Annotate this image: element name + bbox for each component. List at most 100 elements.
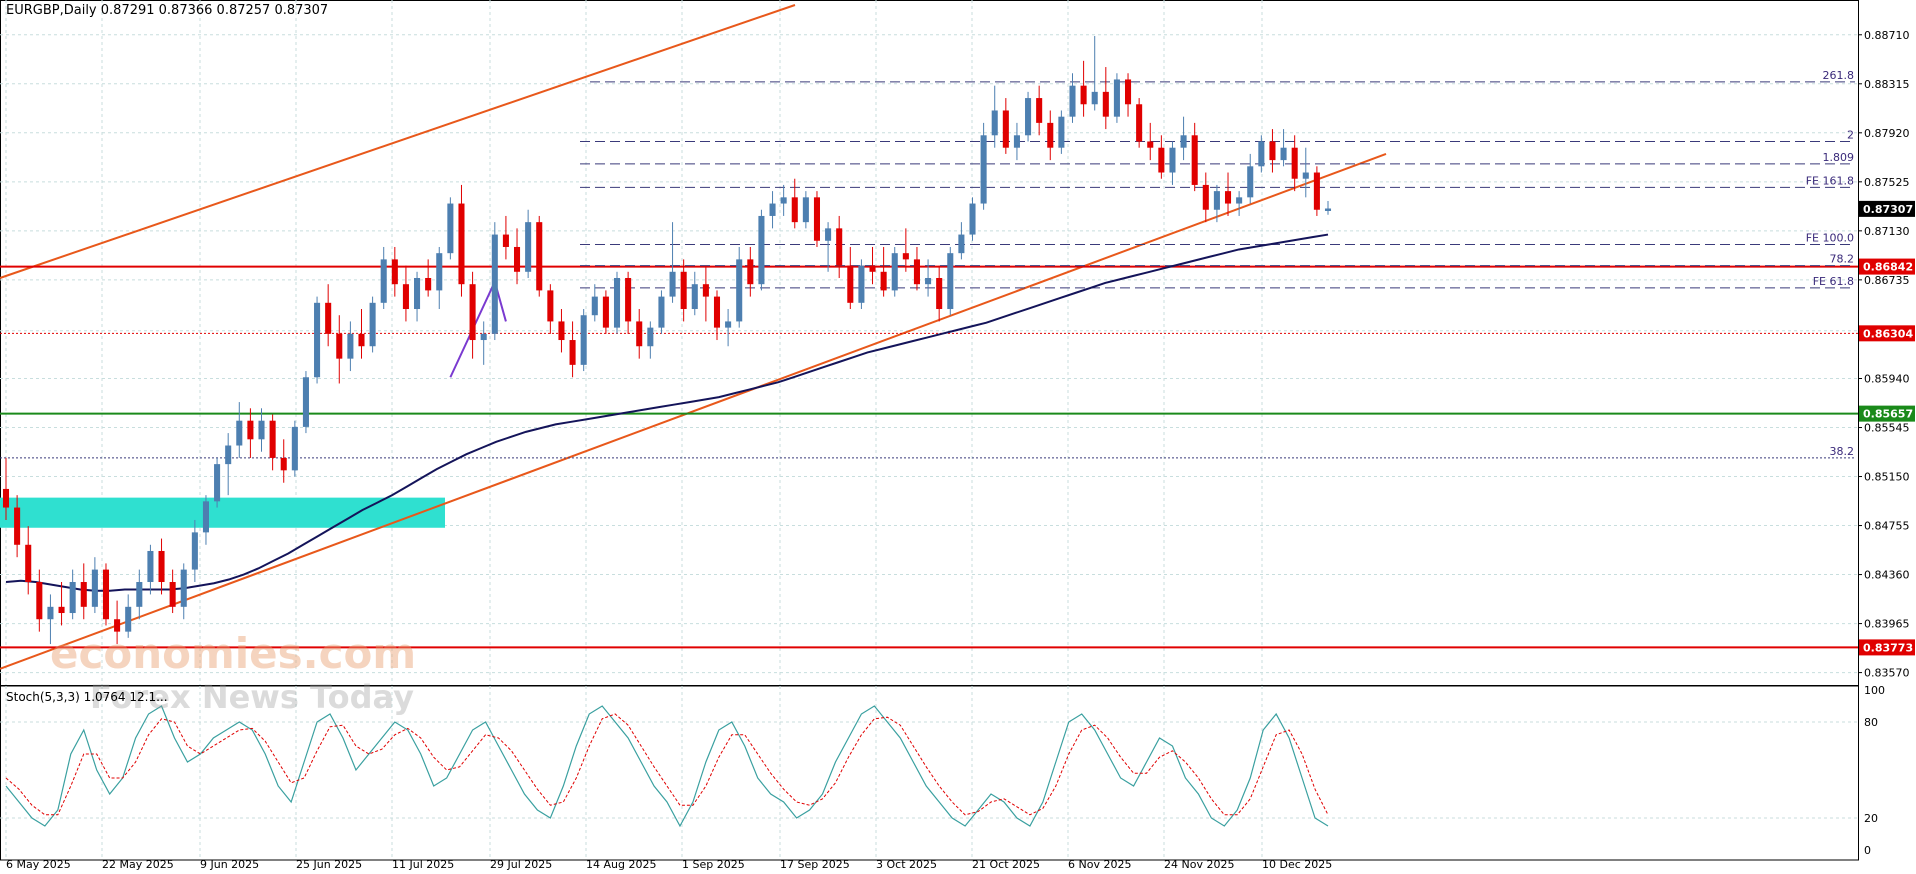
candle-body	[414, 277, 421, 310]
date-tick-label: 10 Dec 2025	[1262, 858, 1332, 871]
candle-body	[58, 606, 65, 614]
candle-body	[858, 265, 865, 303]
price-tick-label: 0.87525	[1864, 176, 1910, 189]
candle-body	[1269, 141, 1276, 161]
candle-body	[258, 420, 265, 440]
price-panel-frame	[0, 0, 1859, 686]
date-tick-label: 9 Jun 2025	[200, 858, 259, 871]
candle-body	[780, 197, 787, 204]
candle-body	[291, 426, 298, 471]
candle-body	[1236, 197, 1243, 204]
candle-body	[480, 333, 487, 341]
level-price-label-bg	[1859, 258, 1915, 275]
candle-body	[402, 284, 409, 310]
candle-body	[625, 277, 632, 322]
date-tick-label: 17 Sep 2025	[780, 858, 850, 871]
price-tick-label: 0.83965	[1864, 618, 1910, 631]
level-price-label-bg	[1859, 639, 1915, 656]
candle-body	[225, 445, 232, 465]
candle-body	[202, 501, 209, 533]
date-tick-label: 1 Sep 2025	[682, 858, 745, 871]
fib-level-label: FE 161.8	[1806, 174, 1854, 187]
price-tick-label: 0.86735	[1864, 274, 1910, 287]
fib-level-label: 1.809	[1823, 151, 1855, 164]
candle-body	[1102, 91, 1109, 117]
candle-body	[669, 271, 676, 297]
candle-body	[169, 582, 176, 607]
candle-body	[1169, 147, 1176, 173]
candle-body	[736, 259, 743, 322]
candle-body	[1258, 141, 1265, 167]
candle-body	[191, 532, 198, 570]
price-tick-label: 0.88315	[1864, 78, 1910, 91]
level-price-label-bg	[1859, 325, 1915, 342]
moving-average-line	[5, 233, 1329, 592]
candle-body	[380, 259, 387, 303]
level-price-label: 0.86842	[1863, 261, 1913, 274]
fib-level-label: FE 61.8	[1813, 275, 1854, 288]
candle-body	[369, 302, 376, 347]
level-price-label-bg	[1859, 405, 1915, 422]
candle-body	[1213, 191, 1220, 210]
candle-body	[1136, 104, 1143, 142]
date-tick-label: 22 May 2025	[102, 858, 174, 871]
candle-body	[1302, 172, 1309, 179]
price-tick-label: 0.83570	[1864, 667, 1910, 680]
candle-body	[980, 135, 987, 204]
candle-body	[1291, 147, 1298, 179]
candle-body	[1224, 191, 1232, 204]
candle-body	[580, 315, 587, 365]
stoch-tick-label: 100	[1864, 684, 1885, 697]
candle-body	[247, 420, 254, 440]
candle-body	[769, 203, 776, 216]
stoch-tick-label: 80	[1864, 716, 1878, 729]
level-price-label: 0.86304	[1863, 327, 1913, 340]
candle-body	[891, 253, 898, 291]
candle-body	[1280, 147, 1287, 161]
candle-body	[925, 277, 932, 285]
candle-body	[91, 569, 98, 607]
candle-body	[713, 296, 721, 328]
candle-body	[469, 284, 476, 341]
candle-body	[1147, 141, 1154, 148]
current-price-label-bg	[1859, 200, 1915, 217]
date-tick-label: 21 Oct 2025	[972, 858, 1040, 871]
channel-lower-line	[0, 152, 1387, 670]
candle-body	[1025, 98, 1032, 136]
candle-body	[14, 507, 21, 545]
chart-header: EURGBP,Daily 0.87291 0.87366 0.87257 0.8…	[6, 3, 328, 18]
candle-body	[1091, 91, 1098, 105]
candle-body	[547, 290, 554, 322]
candle-body	[1180, 135, 1187, 148]
level-price-label: 0.83773	[1863, 641, 1913, 654]
candle-body	[791, 197, 798, 223]
candle-body	[802, 197, 809, 223]
candle-body	[125, 606, 132, 632]
stoch-tick-label: 20	[1864, 812, 1878, 825]
candle-body	[447, 203, 454, 254]
candle-body	[1247, 166, 1254, 198]
candle-body	[80, 582, 87, 607]
fib-level-label: FE 100.0	[1806, 231, 1854, 244]
candle-body	[613, 277, 621, 328]
candle-body	[325, 302, 332, 334]
candle-body	[458, 203, 465, 285]
watermark-subtext: Forex News Today	[90, 678, 414, 716]
candle-body	[180, 569, 187, 607]
price-tick-label: 0.87130	[1864, 225, 1910, 238]
candle-body	[1191, 135, 1198, 185]
fib-level-label: 78.2	[1830, 253, 1855, 266]
date-tick-label: 11 Jul 2025	[392, 858, 454, 871]
candle-body	[2, 488, 10, 508]
current-price-label: 0.87307	[1863, 203, 1913, 216]
watermark-text: economies.com	[50, 629, 416, 678]
price-tick-label: 0.85150	[1864, 471, 1910, 484]
date-tick-label: 6 Nov 2025	[1068, 858, 1131, 871]
candle-body	[1047, 122, 1054, 148]
candle-body	[602, 296, 609, 328]
stoch-tick-label: 0	[1864, 844, 1871, 857]
candle-body	[758, 215, 765, 285]
candle-body	[236, 420, 243, 446]
candle-body	[647, 327, 654, 347]
